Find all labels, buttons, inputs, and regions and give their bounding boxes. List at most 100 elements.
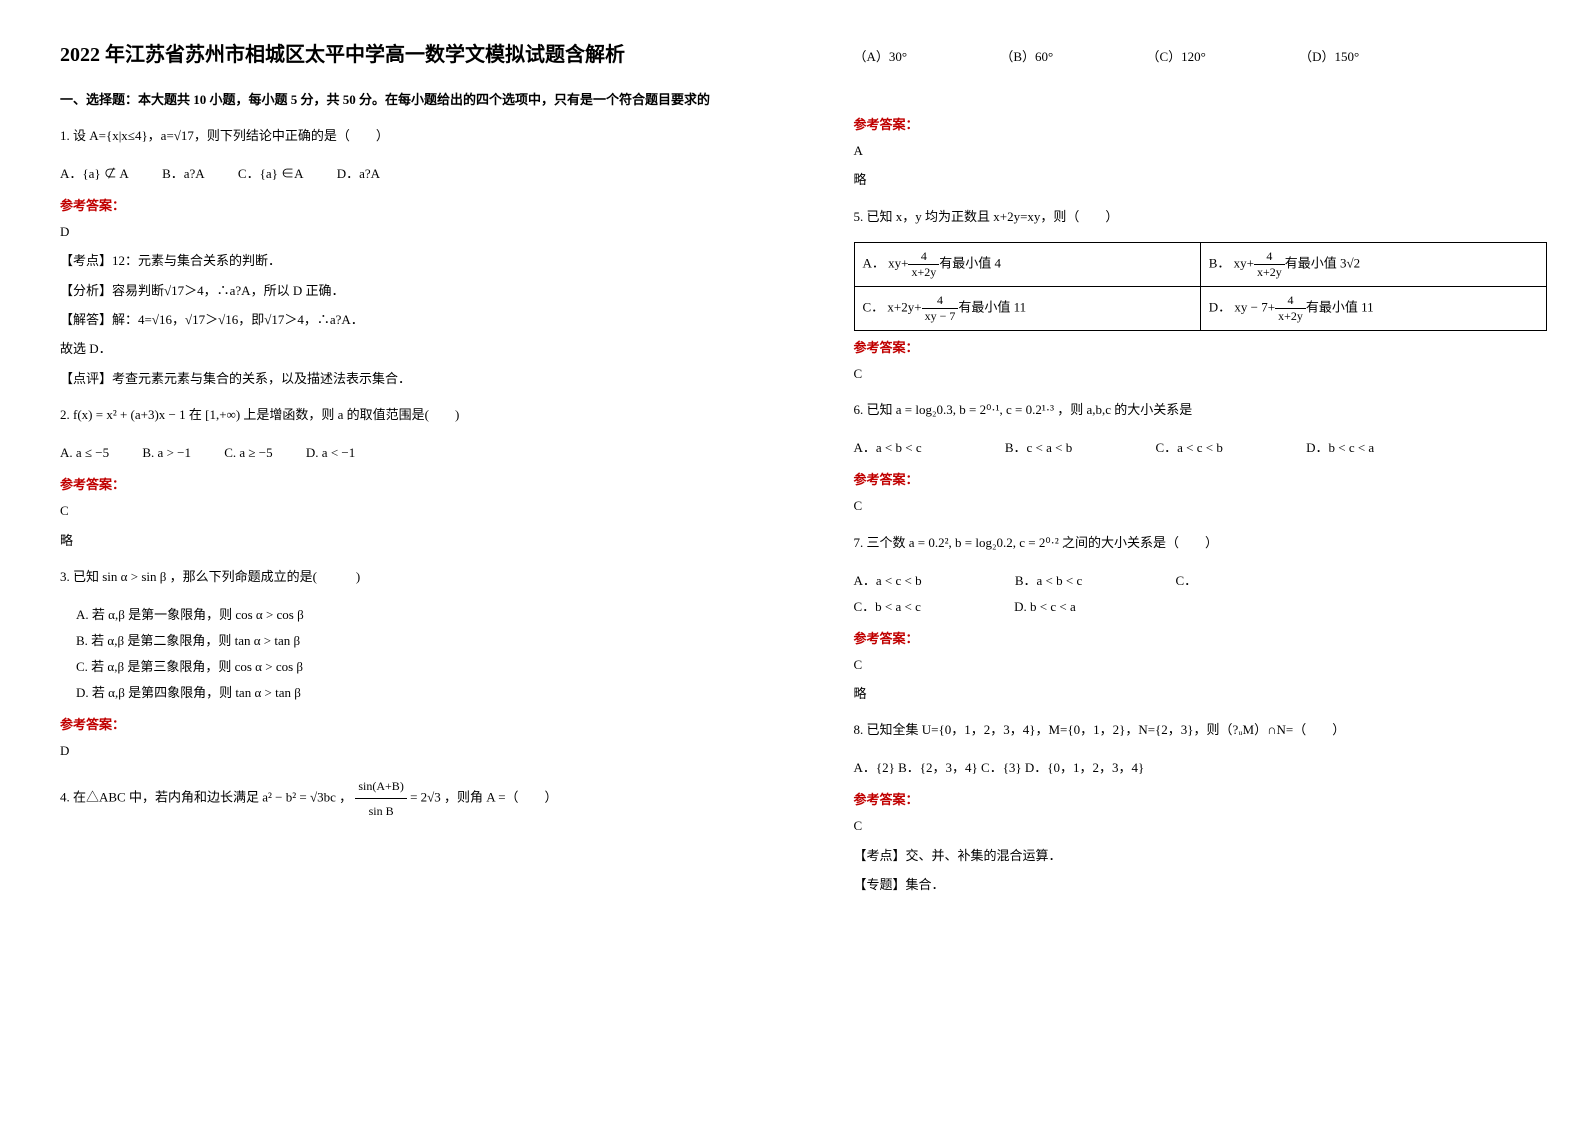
question-4: 4. 在△ABC 中，若内角和边长满足 a² − b² = √3bc ， sin…	[60, 774, 754, 823]
q5-lab-d: D．	[1209, 299, 1231, 314]
q4-answer: A	[854, 139, 1548, 162]
left-column: 2022 年江苏省苏州市相城区太平中学高一数学文模拟试题含解析 一、选择题：本大…	[0, 0, 794, 1122]
q2-opt-a: A. a ≤ −5	[60, 440, 109, 466]
q2-opt-d: D. a < −1	[306, 440, 355, 466]
q2-stem: 2. f(x) = x² + (a+3)x − 1 在 [1,+∞) 上是增函数…	[60, 407, 459, 422]
q2-options: A. a ≤ −5 B. a > −1 C. a ≥ −5 D. a < −1	[60, 440, 754, 466]
section-1-header: 一、选择题：本大题共 10 小题，每小题 5 分，共 50 分。在每小题给出的四…	[60, 90, 754, 111]
q6-answer-label: 参考答案：	[854, 469, 1548, 488]
q5-a-pre: xy+	[888, 255, 908, 270]
q4-frac-num: sin(A+B)	[355, 774, 406, 799]
q2-opt-b: B. a > −1	[142, 440, 191, 466]
q4-answer-label: 参考答案：	[854, 114, 1548, 133]
q5-a-frac: 4x+2y	[908, 249, 939, 280]
q1-note-5: 【点评】考查元素元素与集合的关系，以及描述法表示集合．	[60, 367, 754, 390]
q5-a-num: 4	[908, 249, 939, 265]
question-2: 2. f(x) = x² + (a+3)x − 1 在 [1,+∞) 上是增函数…	[60, 402, 754, 428]
q7-options: A．a < c < b B．a < b < c C． C．b < a < c D…	[854, 568, 1548, 620]
q7-opt-b: B．a < b < c	[1015, 568, 1082, 594]
q5-d-frac: 4x+2y	[1275, 293, 1306, 324]
q7-answer: C	[854, 653, 1548, 676]
q5-cell-c: C． x+2y+4xy − 7有最小值 11	[854, 286, 1200, 330]
q5-lab-c: C．	[863, 299, 885, 314]
q3-opt-b: B. 若 α,β 是第二象限角，则 tan α > tan β	[76, 628, 754, 654]
q4-stem-eq: = 2√3	[410, 790, 441, 805]
question-7: 7. 三个数 a = 0.2², b = log₂0.2, c = 2⁰·² 之…	[854, 530, 1548, 556]
q1-note-4: 故选 D．	[60, 337, 754, 360]
q8-answer: C	[854, 814, 1548, 837]
question-1: 1. 设 A={x|x≤4}，a=√17，则下列结论中正确的是（ ）	[60, 123, 754, 149]
q5-cell-a: A． xy+4x+2y有最小值 4	[854, 242, 1200, 286]
q1-note-2: 【分析】容易判断√17＞4，∴a?A，所以 D 正确．	[60, 279, 754, 302]
q5-answer-label: 参考答案：	[854, 337, 1548, 356]
q5-lab-a: A．	[863, 255, 885, 270]
q3-options: A. 若 α,β 是第一象限角，则 cos α > cos β B. 若 α,β…	[76, 602, 754, 706]
q8-options: A．{2} B．{2，3，4} C．{3} D．{0，1，2，3，4}	[854, 755, 1548, 781]
q4-omit: 略	[854, 168, 1548, 191]
q4-options: （A）30° （B）60° （C）120° （D）150°	[854, 44, 1548, 70]
q1-options: A．{a} ⊄ A B．a?A C．{a} ∈A D．a?A	[60, 161, 754, 187]
q5-d-num: 4	[1275, 293, 1306, 309]
question-8: 8. 已知全集 U={0，1，2，3，4}，M={0，1，2}，N={2，3}，…	[854, 717, 1548, 743]
right-column: （A）30° （B）60° （C）120° （D）150° 参考答案： A 略 …	[794, 0, 1587, 1122]
q7-opt-d: D. b < c < a	[1014, 594, 1076, 620]
q5-cell-b: B． xy+4x+2y有最小值 3√2	[1200, 242, 1546, 286]
q5-d-den: x+2y	[1275, 309, 1306, 324]
q8-opts: A．{2} B．{2，3，4} C．{3} D．{0，1，2，3，4}	[854, 755, 1145, 781]
q4-frac-den: sin B	[355, 799, 406, 823]
q3-answer: D	[60, 739, 754, 762]
q5-b-pre: xy+	[1234, 255, 1254, 270]
q5-b-frac: 4x+2y	[1254, 249, 1285, 280]
q5-b-num: 4	[1254, 249, 1285, 265]
q5-c-den: xy − 7	[922, 309, 959, 324]
q1-stem: 1. 设 A={x|x≤4}，a=√17，则下列结论中正确的是（ ）	[60, 128, 389, 143]
q2-answer: C	[60, 499, 754, 522]
q4-fraction: sin(A+B) sin B	[355, 774, 406, 823]
q2-answer-label: 参考答案：	[60, 474, 754, 493]
q2-omit: 略	[60, 529, 754, 552]
q8-answer-label: 参考答案：	[854, 789, 1548, 808]
q1-answer: D	[60, 220, 754, 243]
q5-a-den: x+2y	[908, 265, 939, 280]
document-title: 2022 年江苏省苏州市相城区太平中学高一数学文模拟试题含解析	[60, 40, 754, 70]
q1-answer-label: 参考答案：	[60, 195, 754, 214]
q5-cell-d: D． xy − 7+4x+2y有最小值 11	[1200, 286, 1546, 330]
q4-stem-pre: 4. 在△ABC 中，若内角和边长满足 a² − b² = √3bc ，	[60, 790, 352, 805]
q1-note-1: 【考点】12：元素与集合关系的判断．	[60, 249, 754, 272]
q6-opt-c: C．a < c < b	[1155, 435, 1222, 461]
q1-opt-c: C．{a} ∈A	[238, 161, 304, 187]
q5-option-table: A． xy+4x+2y有最小值 4 B． xy+4x+2y有最小值 3√2 C．…	[854, 242, 1548, 331]
q4-opt-a: （A）30°	[854, 44, 908, 70]
q6-opt-d: D．b < c < a	[1306, 435, 1374, 461]
q7-opt-c-label: C．	[1175, 568, 1197, 594]
q1-opt-a: A．{a} ⊄ A	[60, 161, 129, 187]
q4-opt-c: （C）120°	[1146, 44, 1205, 70]
q6-opt-a: A．a < b < c	[854, 435, 922, 461]
q6-opt-b: B．c < a < b	[1005, 435, 1072, 461]
q5-answer: C	[854, 362, 1548, 385]
q5-stem: 5. 已知 x，y 均为正数且 x+2y=xy，则（ ）	[854, 209, 1119, 224]
q5-d-post: 有最小值 11	[1306, 299, 1374, 314]
q6-answer: C	[854, 494, 1548, 517]
q7-omit: 略	[854, 682, 1548, 705]
q6-options: A．a < b < c B．c < a < b C．a < c < b D．b …	[854, 435, 1548, 461]
question-6: 6. 已知 a = log₂0.3, b = 2⁰·¹, c = 0.2¹·³ …	[854, 397, 1548, 423]
q2-opt-c: C. a ≥ −5	[224, 440, 272, 466]
q5-a-post: 有最小值 4	[939, 255, 1001, 270]
q7-stem: 7. 三个数 a = 0.2², b = log₂0.2, c = 2⁰·² 之…	[854, 535, 1219, 550]
q4-opt-b: （B）60°	[1000, 44, 1053, 70]
q1-opt-d: D．a?A	[337, 161, 380, 187]
q8-note-2: 【专题】集合．	[854, 873, 1548, 896]
q3-answer-label: 参考答案：	[60, 714, 754, 733]
q8-stem: 8. 已知全集 U={0，1，2，3，4}，M={0，1，2}，N={2，3}，…	[854, 722, 1346, 737]
q5-b-post: 有最小值 3√2	[1285, 255, 1360, 270]
q7-opt-c: C．b < a < c	[854, 594, 921, 620]
q3-opt-c: C. 若 α,β 是第三象限角，则 cos α > cos β	[76, 654, 754, 680]
q1-opt-b: B．a?A	[162, 161, 205, 187]
q4-stem-post: ，则角 A =（ ）	[444, 790, 558, 805]
q5-c-num: 4	[922, 293, 959, 309]
q3-opt-d: D. 若 α,β 是第四象限角，则 tan α > tan β	[76, 680, 754, 706]
question-5: 5. 已知 x，y 均为正数且 x+2y=xy，则（ ）	[854, 204, 1548, 230]
q5-b-den: x+2y	[1254, 265, 1285, 280]
q5-c-post: 有最小值 11	[958, 299, 1026, 314]
